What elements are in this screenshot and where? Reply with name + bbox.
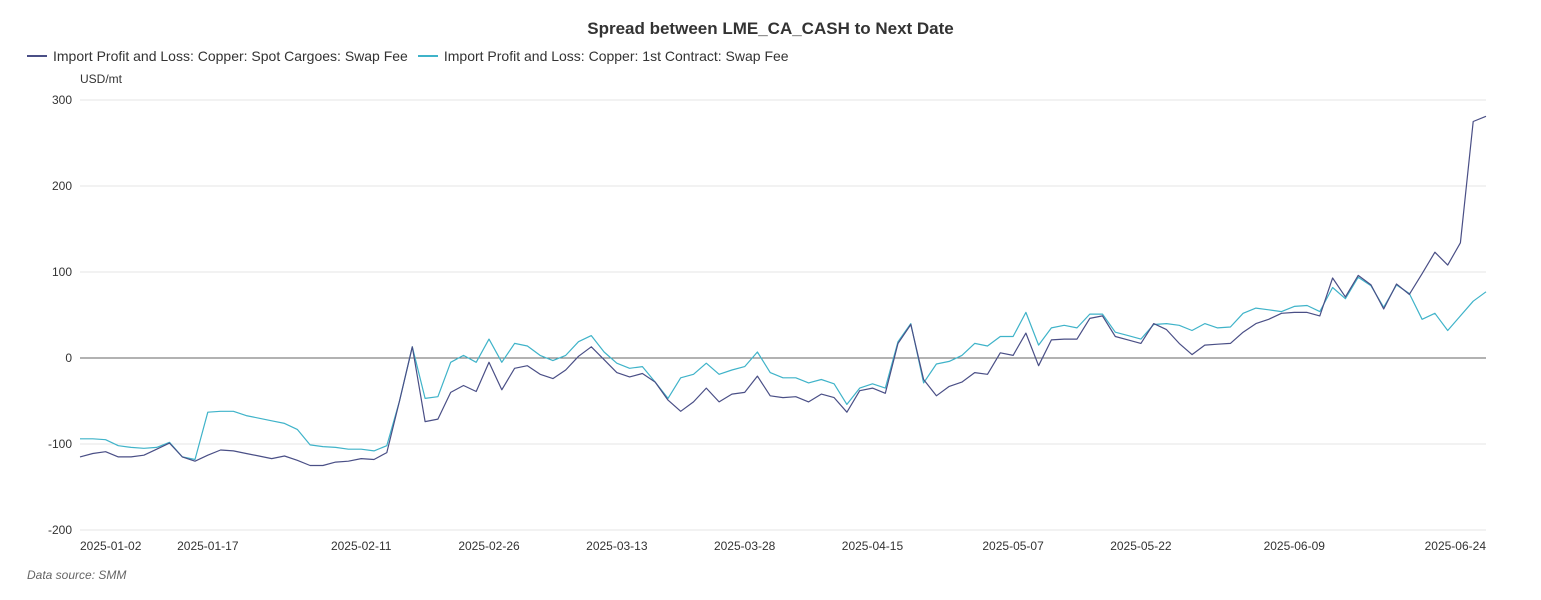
series-line-spot-cargoes[interactable] — [79, 115, 1487, 467]
legend-item-1st-contract[interactable]: Import Profit and Loss: Copper: 1st Cont… — [417, 48, 789, 64]
legend-label-1st-contract: Import Profit and Loss: Copper: 1st Cont… — [443, 48, 789, 64]
x-tick-label: 2025-04-15 — [842, 539, 904, 553]
x-tick-label: 2025-01-17 — [177, 539, 239, 553]
x-tick-label: 2025-02-11 — [331, 539, 392, 553]
x-tick-label: 2025-03-28 — [714, 539, 776, 553]
y-tick-label: 0 — [65, 351, 72, 365]
y-tick-label: 100 — [52, 265, 72, 279]
y-tick-label: 300 — [52, 93, 72, 107]
y-tick-label: 200 — [52, 179, 72, 193]
y-tick-label: -200 — [48, 523, 72, 537]
y-axis-unit: USD/mt — [80, 72, 122, 86]
chart-title: Spread between LME_CA_CASH to Next Date — [587, 19, 954, 38]
x-tick-label: 2025-02-26 — [458, 539, 520, 553]
legend-item-spot-cargoes[interactable]: Import Profit and Loss: Copper: Spot Car… — [27, 48, 408, 64]
legend: Import Profit and Loss: Copper: Spot Car… — [27, 48, 789, 64]
x-tick-label: 2025-03-13 — [586, 539, 648, 553]
y-tick-label: -100 — [48, 437, 72, 451]
legend-swatch-1st-contract — [417, 55, 438, 57]
x-tick-label: 2025-05-07 — [982, 539, 1044, 553]
x-tick-label: 2025-06-09 — [1264, 539, 1326, 553]
x-tick-label: 2025-06-24 — [1425, 539, 1487, 553]
x-tick-label: 2025-05-22 — [1110, 539, 1172, 553]
series-line-1st-contract[interactable] — [80, 276, 1487, 461]
data-source: Data source: SMM — [27, 568, 127, 582]
x-tick-label: 2025-01-02 — [80, 539, 142, 553]
legend-swatch-spot-cargoes — [27, 55, 47, 57]
legend-label-spot-cargoes: Import Profit and Loss: Copper: Spot Car… — [53, 48, 408, 64]
